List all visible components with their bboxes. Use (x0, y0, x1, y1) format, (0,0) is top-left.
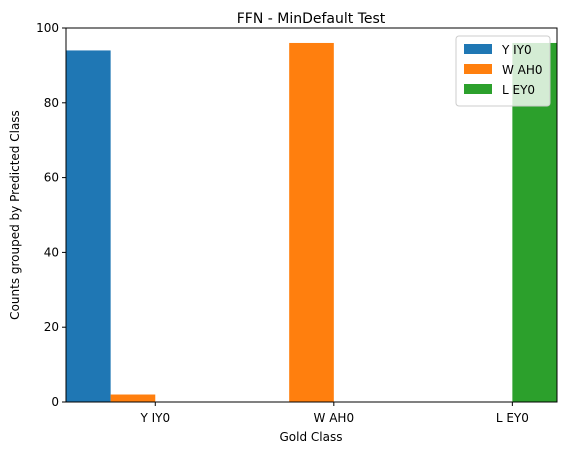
legend-label: L EY0 (502, 83, 535, 97)
y-tick-label: 0 (51, 395, 59, 409)
y-tick-label: 20 (44, 320, 59, 334)
x-axis-label: Gold Class (280, 430, 343, 444)
legend: Y IY0 W AH0 L EY0 (456, 36, 550, 106)
bar-w-ah0-0 (111, 395, 156, 402)
y-tick-label: 100 (36, 21, 59, 35)
x-tick-label: L EY0 (496, 411, 529, 425)
y-tick-label: 40 (44, 245, 59, 259)
x-tick-label: W AH0 (314, 411, 355, 425)
y-tick-label: 60 (44, 171, 59, 185)
x-tick-label: Y IY0 (139, 411, 170, 425)
y-tick-label: 80 (44, 96, 59, 110)
bar-w-ah0-1 (289, 43, 334, 402)
legend-swatch (464, 44, 492, 54)
legend-swatch (464, 84, 492, 94)
x-axis-ticks: Y IY0 W AH0 L EY0 (139, 402, 528, 425)
legend-label: W AH0 (502, 63, 543, 77)
bar-y-iy0-0 (66, 50, 111, 402)
legend-label: Y IY0 (501, 43, 532, 57)
legend-swatch (464, 64, 492, 74)
y-axis-label: Counts grouped by Predicted Class (8, 110, 22, 320)
chart-title: FFN - MinDefault Test (237, 11, 386, 27)
y-axis-ticks: 0 20 40 60 80 100 (36, 21, 66, 409)
